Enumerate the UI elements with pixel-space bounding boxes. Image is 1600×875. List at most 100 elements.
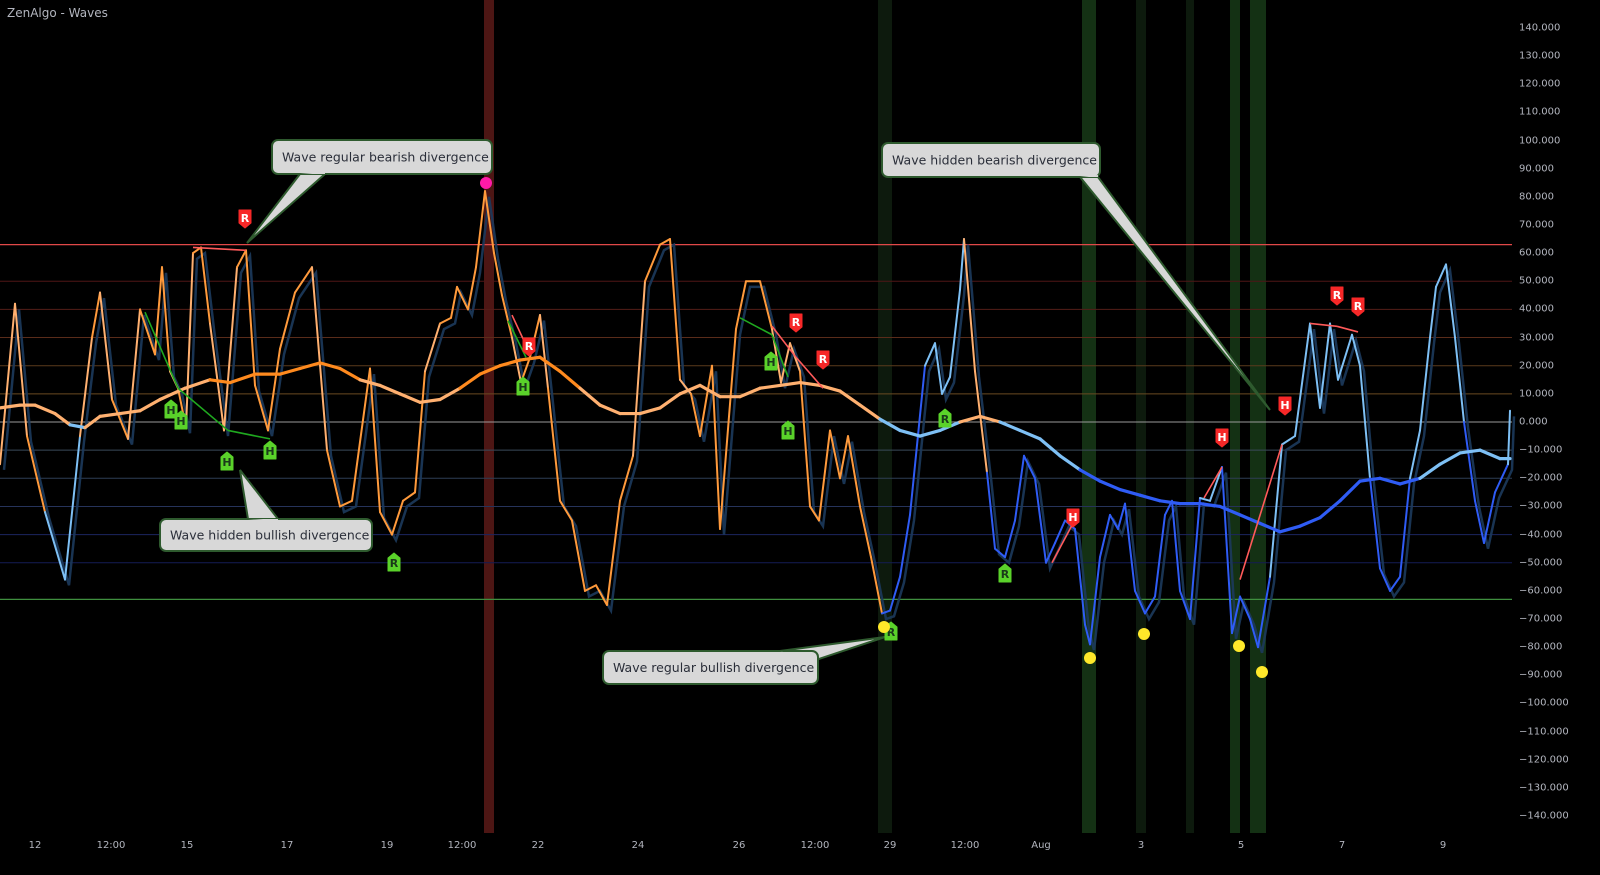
fast-wave-segment [1144,595,1156,615]
callout-label: Wave regular bearish divergence [282,150,489,165]
y-tick-label: −80.000 [1519,641,1563,653]
highlight-band [1250,0,1266,833]
fast-wave-segment [424,322,441,373]
fast-wave-segment [44,511,66,581]
callout: Wave hidden bearish divergence [881,142,1271,411]
y-tick-label: 40.000 [1519,303,1554,315]
y-tick-label: 30.000 [1519,332,1554,344]
slow-wave-segment [918,428,942,438]
slow-wave-segment [558,369,582,390]
fast-wave-segment [847,435,861,508]
bearish-marker: R [816,350,830,370]
bearish-marker: R [1351,297,1365,317]
marker-shape [164,399,178,419]
marker-label: H [766,356,775,369]
fast-wave-segment [0,302,16,466]
highlight-band [1186,0,1194,833]
bearish-marker: H [1278,396,1292,416]
x-tick-label: 12:00 [96,840,126,851]
extreme-bottom-dot [1138,628,1150,640]
slow-wave-segment [1158,499,1182,506]
marker-shape [1351,297,1365,317]
slow-wave-segment [638,406,662,416]
fast-wave-segment [127,308,141,440]
fast-wave-segment [809,505,820,522]
slow-wave-segment [1478,448,1502,461]
fast-wave-segment [1221,466,1233,635]
x-tick-label: 15 [180,840,194,851]
fast-wave-segment [699,364,713,438]
bullish-marker: H [764,351,778,371]
fast-wave-segment [439,316,452,325]
fast-wave-segment [26,435,46,514]
fast-wave-segment [200,246,211,325]
marker-label: R [390,557,399,570]
fast-wave-segment [659,238,671,246]
slow-wave-segment [778,380,802,388]
fast-wave-segment [759,280,773,331]
fast-wave-segment [780,342,791,384]
fast-wave-segment [1281,435,1296,446]
fast-wave-segment [369,367,381,514]
bullish-marker: H [220,451,234,471]
callout: Wave regular bullish divergence [602,636,886,685]
callout-tail [1077,176,1271,411]
fast-wave-segment [1084,623,1091,646]
slow-wave-segment [538,355,562,373]
fast-wave-segment [829,429,841,480]
fast-wave-segment [1429,285,1437,339]
marker-label: H [783,425,792,438]
fast-wave-segment [1099,513,1111,559]
bullish-marker: R [998,563,1012,583]
y-tick-label: −10.000 [1519,444,1563,456]
bearish-marker: H [1215,428,1229,448]
y-tick-label: 50.000 [1519,275,1554,287]
slow-wave-segment [758,383,782,390]
fast-wave-segment [279,291,296,350]
bearish-marker: H [1066,508,1080,528]
callout: Wave hidden bullish divergence [159,469,373,552]
bearish-marker: R [522,337,536,357]
callout-joint [248,519,278,521]
slow-wave-segment [1038,437,1062,458]
marker-label: R [819,353,828,366]
slow-wave-segment [68,423,87,430]
divergence-line [177,387,229,432]
divergence-line [1203,466,1223,499]
extreme-top-dot [480,177,492,189]
marker-shape [174,410,188,430]
slow-wave-segment [1338,479,1362,503]
fast-wave-segment [1463,421,1476,502]
fast-wave-segment [1257,575,1271,649]
y-tick-label: −50.000 [1519,557,1563,569]
slow-wave-segment [418,397,442,404]
fast-wave-segment [934,342,943,395]
callout-box [602,650,819,685]
fast-wave-segment [571,519,586,592]
bullish-marker: R [938,408,952,428]
fast-wave-segment [1209,466,1223,502]
fast-wave-segment [245,249,256,387]
highlight-band [1082,0,1096,833]
slow-wave-segment [1398,476,1422,486]
fast-wave-segment [339,499,353,508]
fast-wave-segment [690,392,701,438]
fast-wave-segment [559,499,573,522]
fast-wave-segment [1474,499,1485,545]
fast-wave-segment [1435,263,1447,288]
fast-wave-segment [606,499,621,606]
x-tick-label: 5 [1237,840,1245,851]
fast-wave-segment [254,384,269,432]
x-tick-label: 9 [1439,840,1447,851]
fast-wave-segment [1154,513,1166,598]
fast-wave-segment [539,314,549,390]
fast-wave-segment [994,547,1006,559]
slow-wave-segment [83,414,102,430]
fast-wave-segment [64,435,81,581]
fast-wave-segment [1389,575,1401,592]
callout-tail [246,173,328,244]
y-tick-label: −70.000 [1519,613,1563,625]
x-tick-label: 12:00 [950,840,980,851]
marker-label: R [1333,289,1342,302]
